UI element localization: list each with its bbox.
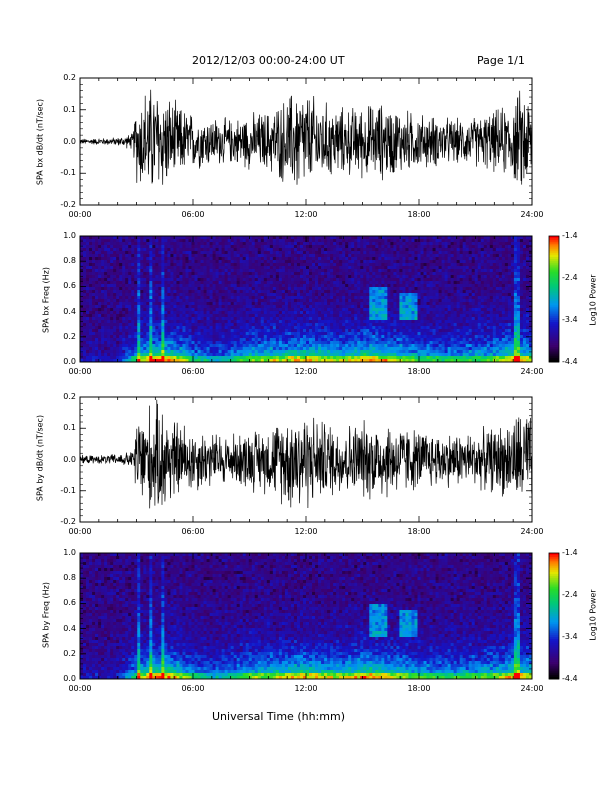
panel-2-colorbar bbox=[548, 235, 560, 363]
x-axis-label: Universal Time (hh:mm) bbox=[212, 710, 345, 723]
panel-1-ytick-label: 0.0 bbox=[63, 136, 76, 146]
panel-3-trace bbox=[80, 399, 532, 509]
panel-2-colorbar-tick: -4.4 bbox=[562, 357, 578, 366]
panel-2-xtick-label: 12:00 bbox=[294, 367, 318, 376]
panel-3-ytick-label: 0.2 bbox=[63, 392, 76, 401]
panel-1-xtick-label: 06:00 bbox=[181, 210, 205, 219]
panel-2-xtick-label: 24:00 bbox=[520, 367, 544, 376]
panel-2-ytick-label: 0.0 bbox=[63, 357, 76, 366]
plot-title: 2012/12/03 00:00-24:00 UT bbox=[192, 54, 345, 67]
panel-4-xtick-label: 18:00 bbox=[407, 684, 431, 693]
panel-2-xtick-label: 06:00 bbox=[181, 367, 205, 376]
panel-1-ytick-label: 0.1 bbox=[63, 104, 76, 114]
panel-4-ytick-label: 0.6 bbox=[63, 598, 76, 608]
panel-4-heatmap bbox=[80, 553, 533, 680]
panel-4-xtick-label: 12:00 bbox=[294, 684, 318, 693]
panel-3-ytick-label: -0.1 bbox=[60, 485, 76, 495]
panel-4-ytick-label: 0.0 bbox=[63, 674, 76, 683]
panel-1-axes bbox=[79, 77, 533, 206]
panel-2-colorbar-tick: -2.4 bbox=[562, 273, 578, 282]
panel-1-ytick-label: -0.2 bbox=[60, 200, 76, 209]
panel-4-colorbar-tick: -4.4 bbox=[562, 674, 578, 683]
panel-4-ytick-label: 0.4 bbox=[63, 623, 76, 633]
panel-4-colorbar-tick: -3.4 bbox=[562, 632, 578, 641]
panel-2-xtick-label: 18:00 bbox=[407, 367, 431, 376]
panel-3-axes bbox=[79, 396, 533, 523]
panel-4-ytick-label: 1.0 bbox=[63, 548, 76, 557]
panel-2-ytick-label: 0.4 bbox=[63, 306, 76, 316]
panel-3-xtick-label: 06:00 bbox=[181, 527, 205, 536]
panel-3-xtick-label: 24:00 bbox=[520, 527, 544, 536]
panel-3-xtick-label: 00:00 bbox=[68, 527, 92, 536]
panel-1-xtick-label: 24:00 bbox=[520, 210, 544, 219]
panel-3-ytick-label: 0.0 bbox=[63, 454, 76, 464]
panel-4-xtick-label: 00:00 bbox=[68, 684, 92, 693]
panel-4-axes bbox=[79, 552, 533, 680]
panel-1-trace bbox=[80, 89, 532, 185]
panel-2-axes bbox=[79, 235, 533, 363]
panel-4-colorbar bbox=[548, 552, 560, 680]
panel-4-ytick-label: 0.2 bbox=[63, 648, 76, 658]
panel-3-xtick-label: 18:00 bbox=[407, 527, 431, 536]
panel-2-ytick-label: 1.0 bbox=[63, 231, 76, 240]
panel-1-xtick-label: 18:00 bbox=[407, 210, 431, 219]
panel-4-colorbar-tick: -1.4 bbox=[562, 548, 578, 557]
panel-3-xtick-label: 12:00 bbox=[294, 527, 318, 536]
panel-2-colorbar-tick: -3.4 bbox=[562, 315, 578, 324]
panel-2-ytick-label: 0.2 bbox=[63, 331, 76, 341]
panel-1-ytick-label: -0.1 bbox=[60, 168, 76, 178]
panel-4-xtick-label: 06:00 bbox=[181, 684, 205, 693]
panel-4-ytick-label: 0.8 bbox=[63, 573, 76, 583]
panel-2-heatmap bbox=[80, 236, 533, 363]
panel-1-xtick-label: 12:00 bbox=[294, 210, 318, 219]
page-indicator: Page 1/1 bbox=[477, 54, 525, 67]
panel-2-colorbar-tick: -1.4 bbox=[562, 231, 578, 240]
panel-2-ytick-label: 0.8 bbox=[63, 256, 76, 266]
panel-3-ytick-label: -0.2 bbox=[60, 517, 76, 526]
panel-4-xtick-label: 24:00 bbox=[520, 684, 544, 693]
panel-4-colorbar-tick: -2.4 bbox=[562, 590, 578, 599]
panel-2-xtick-label: 00:00 bbox=[68, 367, 92, 376]
panel-3-ytick-label: 0.1 bbox=[63, 423, 76, 433]
panel-1-ytick-label: 0.2 bbox=[63, 73, 76, 82]
panel-1-xtick-label: 00:00 bbox=[68, 210, 92, 219]
panel-2-ytick-label: 0.6 bbox=[63, 281, 76, 291]
